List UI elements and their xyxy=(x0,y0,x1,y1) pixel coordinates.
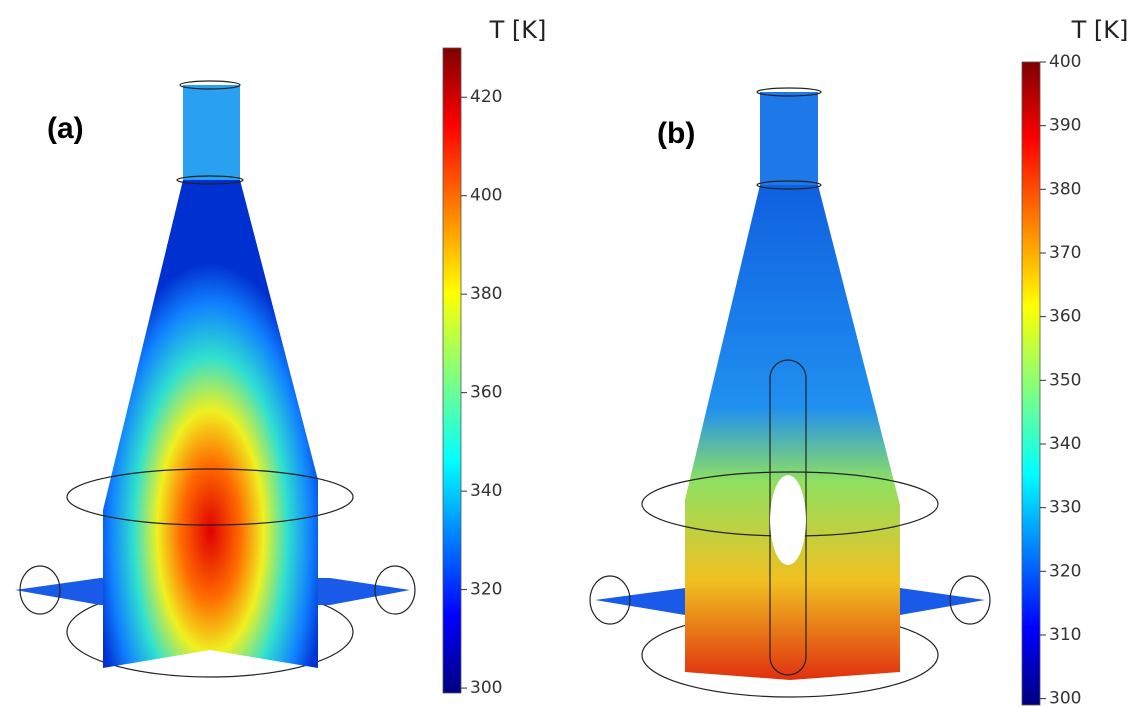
tick-label: 400 xyxy=(1049,52,1081,72)
tick-label: 360 xyxy=(470,383,502,403)
tick-label: 380 xyxy=(470,284,502,304)
tick-label: 340 xyxy=(1049,434,1081,454)
tick-label: 370 xyxy=(1049,243,1081,263)
model-b xyxy=(589,87,991,698)
tick-label: 300 xyxy=(470,678,502,698)
tick-label: 300 xyxy=(1049,689,1081,707)
colorbar xyxy=(442,47,462,694)
tick-label: 380 xyxy=(1049,179,1081,199)
tick-label: 310 xyxy=(1049,625,1081,645)
colorbar xyxy=(1021,61,1041,706)
panel-label: (a) xyxy=(47,112,84,145)
tick-label: 340 xyxy=(470,481,502,501)
tick-label: 360 xyxy=(1049,307,1081,327)
tick-label: 320 xyxy=(1049,561,1081,581)
colorbar-title: T [K] xyxy=(489,16,547,44)
tick-label: 420 xyxy=(470,87,502,107)
tick-label: 330 xyxy=(1049,498,1081,518)
panel-label: (b) xyxy=(657,117,695,150)
tick-label: 390 xyxy=(1049,116,1081,136)
tick-label: 400 xyxy=(470,186,502,206)
model-a xyxy=(15,80,416,678)
tick-label: 350 xyxy=(1049,370,1081,390)
tick-label: 320 xyxy=(470,580,502,600)
colorbar-title: T [K] xyxy=(1071,16,1129,44)
